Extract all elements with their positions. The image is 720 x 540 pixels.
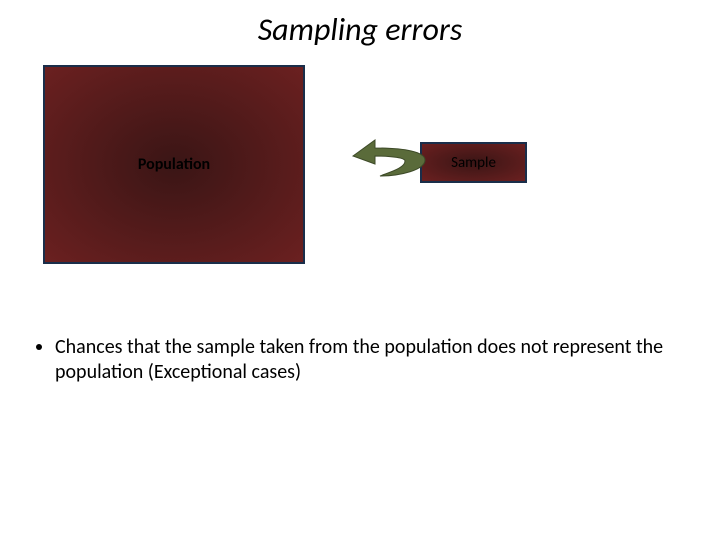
sample-box: Sample <box>420 142 527 183</box>
slide-title: Sampling errors <box>0 10 720 49</box>
sample-label: Sample <box>451 154 496 172</box>
population-label: Population <box>138 155 210 174</box>
curved-arrow-icon <box>335 128 435 186</box>
population-box: Population <box>43 65 305 264</box>
bullet-list: Chances that the sample taken from the p… <box>35 335 685 385</box>
bullet-item: Chances that the sample taken from the p… <box>55 335 685 385</box>
